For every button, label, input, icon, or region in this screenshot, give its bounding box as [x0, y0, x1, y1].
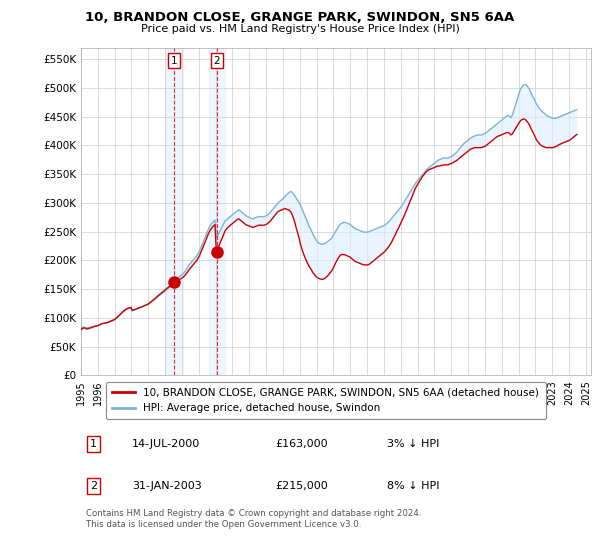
Text: 10, BRANDON CLOSE, GRANGE PARK, SWINDON, SN5 6AA: 10, BRANDON CLOSE, GRANGE PARK, SWINDON,… [85, 11, 515, 24]
Text: £215,000: £215,000 [275, 481, 328, 491]
Text: Contains HM Land Registry data © Crown copyright and database right 2024.
This d: Contains HM Land Registry data © Crown c… [86, 509, 422, 529]
Text: £163,000: £163,000 [275, 439, 328, 449]
Text: 2: 2 [214, 56, 220, 66]
Text: 31-JAN-2003: 31-JAN-2003 [132, 481, 202, 491]
Text: 1: 1 [90, 439, 97, 449]
Text: 8% ↓ HPI: 8% ↓ HPI [387, 481, 439, 491]
Bar [209, 48, 226, 375]
Text: 3% ↓ HPI: 3% ↓ HPI [387, 439, 439, 449]
Text: 14-JUL-2000: 14-JUL-2000 [132, 439, 200, 449]
Text: 1: 1 [171, 56, 178, 66]
Legend: 10, BRANDON CLOSE, GRANGE PARK, SWINDON, SN5 6AA (detached house), HPI: Average : 10, BRANDON CLOSE, GRANGE PARK, SWINDON,… [106, 382, 545, 419]
Text: 2: 2 [90, 481, 97, 491]
Bar [166, 48, 182, 375]
Text: Price paid vs. HM Land Registry's House Price Index (HPI): Price paid vs. HM Land Registry's House … [140, 24, 460, 34]
